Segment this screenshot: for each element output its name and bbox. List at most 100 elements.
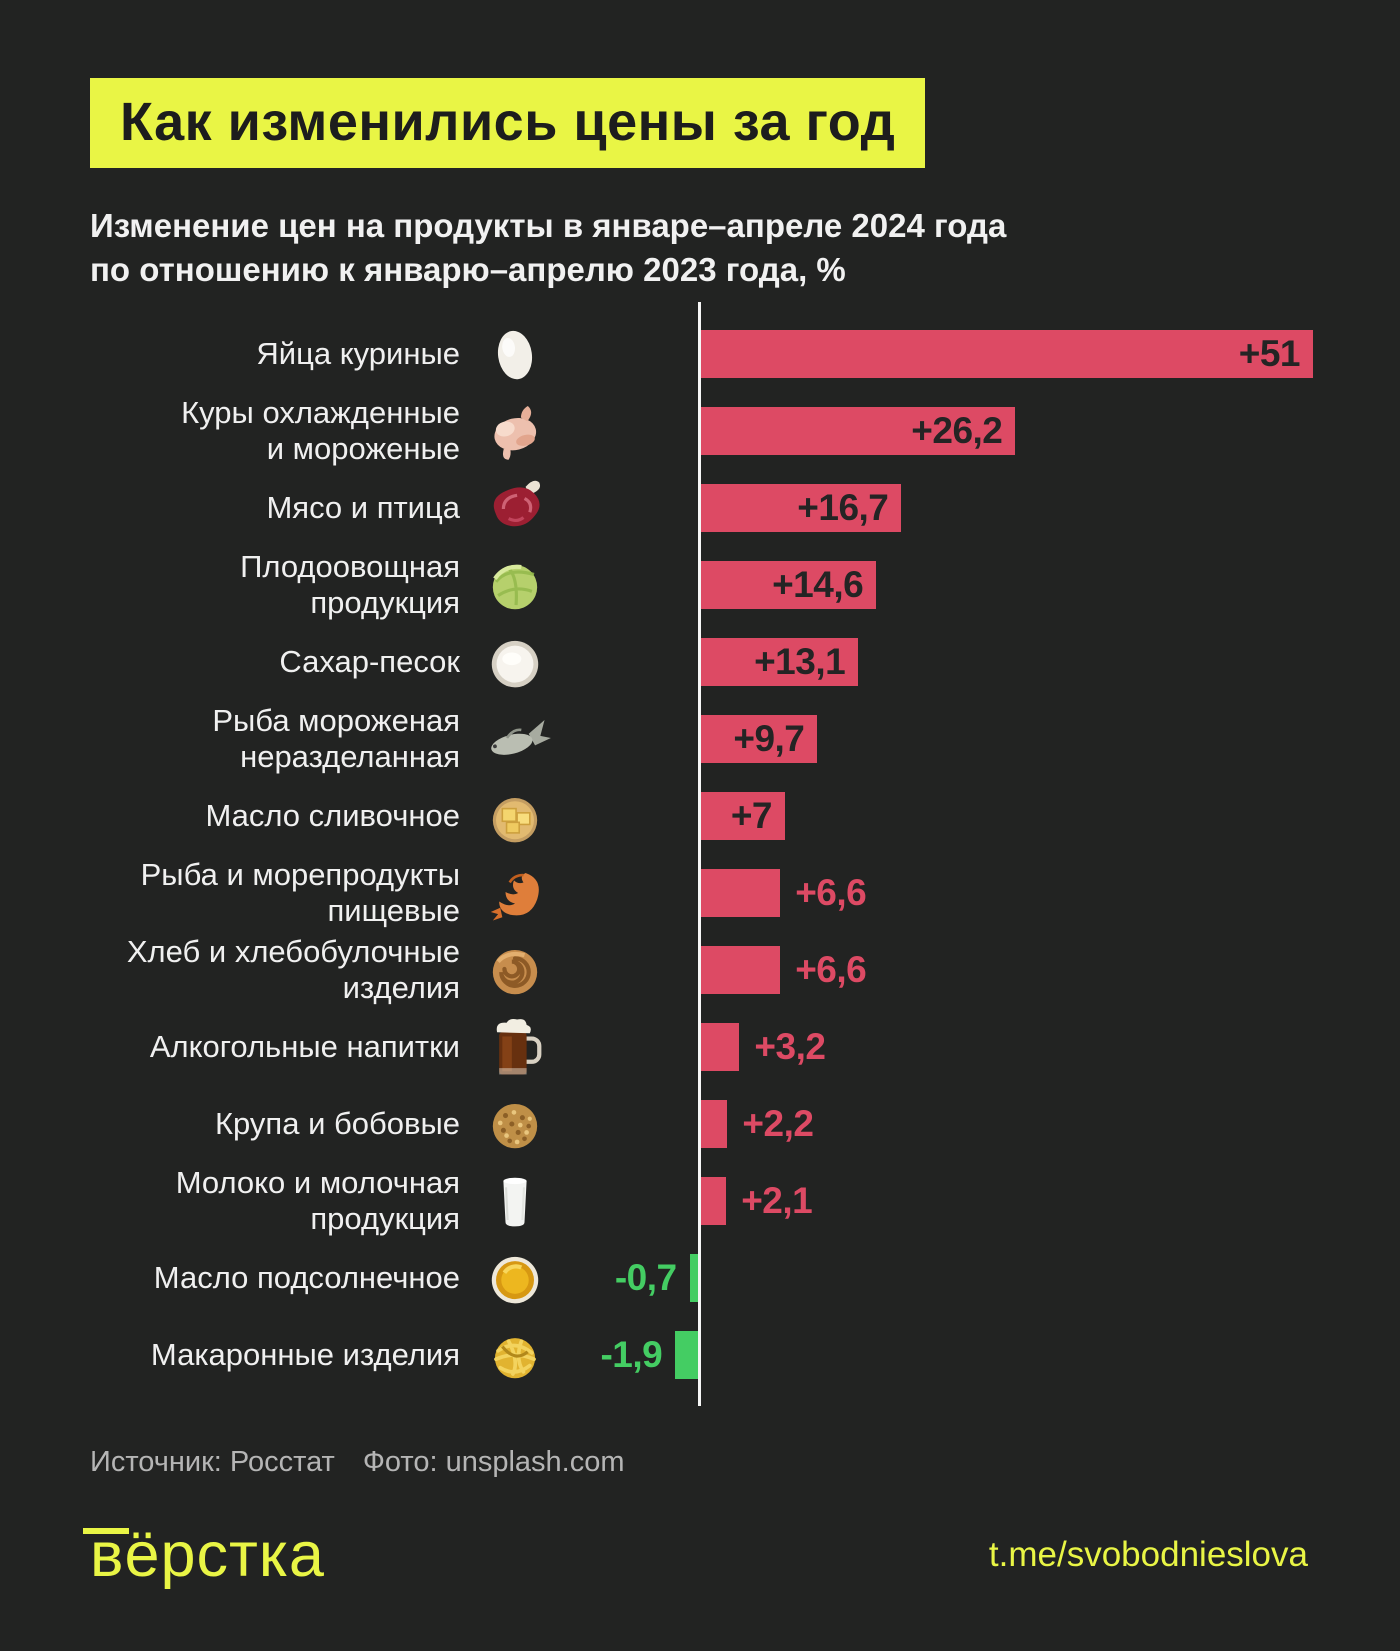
value-bar: +13,1 bbox=[701, 638, 859, 687]
chart-row: Рыба и морепродукты пищевые +6,6 bbox=[0, 855, 1400, 932]
value-bar: +9,7 bbox=[701, 715, 818, 764]
value-bar: +7 bbox=[701, 792, 785, 841]
value-label: +2,2 bbox=[742, 1103, 814, 1145]
positive-bar-zone: +7 bbox=[701, 778, 1400, 855]
negative-bar-zone bbox=[570, 624, 698, 701]
cabbage-icon bbox=[460, 547, 570, 624]
oil-icon bbox=[460, 1240, 570, 1317]
positive-bar-zone: +26,2 bbox=[701, 393, 1400, 470]
chart-row: Макаронные изделия -1,9 bbox=[0, 1317, 1400, 1394]
negative-bar-zone bbox=[570, 1086, 698, 1163]
telegram-link[interactable]: t.me/svobodnieslova bbox=[988, 1534, 1308, 1574]
bread-icon bbox=[460, 932, 570, 1009]
negative-bar-zone bbox=[570, 932, 698, 1009]
category-label: Плодоовощная продукция bbox=[240, 549, 460, 621]
sugar-icon bbox=[460, 624, 570, 701]
value-label: +14,6 bbox=[772, 564, 864, 606]
shrimp-icon bbox=[460, 855, 570, 932]
negative-bar-zone bbox=[570, 470, 698, 547]
value-bar bbox=[689, 1254, 698, 1303]
category-label: Крупа и бобовые bbox=[214, 1106, 460, 1142]
value-label: +26,2 bbox=[911, 410, 1003, 452]
category-label: Хлеб и хлебобулочные изделия bbox=[126, 934, 460, 1006]
positive-bar-zone: +9,7 bbox=[701, 701, 1400, 778]
value-bar bbox=[701, 1100, 728, 1149]
positive-bar-zone bbox=[701, 1317, 1400, 1394]
category-label: Яйца куриные bbox=[256, 336, 460, 372]
value-bar bbox=[701, 1023, 740, 1072]
positive-bar-zone: +14,6 bbox=[701, 547, 1400, 624]
value-bar: +26,2 bbox=[701, 407, 1016, 456]
category-label: Сахар-песок bbox=[279, 644, 460, 680]
photo-credit: Фото: unsplash.com bbox=[362, 1445, 625, 1478]
category-label: Молоко и молочная продукция bbox=[175, 1165, 460, 1237]
chart-row: Масло подсолнечное -0,7 bbox=[0, 1240, 1400, 1317]
credits-line: Источник: Росстат Фото: unsplash.com bbox=[90, 1446, 1310, 1479]
value-bar: +14,6 bbox=[701, 561, 877, 610]
egg-icon bbox=[460, 316, 570, 393]
positive-bar-zone: +2,1 bbox=[701, 1163, 1400, 1240]
category-label: Рыба и морепродукты пищевые bbox=[140, 857, 460, 929]
negative-bar-zone bbox=[570, 316, 698, 393]
value-bar bbox=[675, 1331, 698, 1380]
chart-row: Масло сливочное +7 bbox=[0, 778, 1400, 855]
negative-bar-zone bbox=[570, 855, 698, 932]
category-label: Масло сливочное bbox=[205, 798, 460, 834]
chart-row: Сахар-песок +13,1 bbox=[0, 624, 1400, 701]
chart-row: Алкогольные напитки +3,2 bbox=[0, 1009, 1400, 1086]
value-bar bbox=[701, 946, 781, 995]
butter-icon bbox=[460, 778, 570, 855]
grain-icon bbox=[460, 1086, 570, 1163]
negative-bar-zone: -0,7 bbox=[570, 1240, 698, 1317]
negative-bar-zone bbox=[570, 1163, 698, 1240]
value-bar bbox=[701, 869, 781, 918]
positive-bar-zone: +51 bbox=[701, 316, 1400, 393]
category-label: Алкогольные напитки bbox=[149, 1029, 460, 1065]
chart-row: Хлеб и хлебобулочные изделия +6,6 bbox=[0, 932, 1400, 1009]
chart-row: Мясо и птица +16,7 bbox=[0, 470, 1400, 547]
chart-row: Плодоовощная продукция +14,6 bbox=[0, 547, 1400, 624]
positive-bar-zone: +2,2 bbox=[701, 1086, 1400, 1163]
negative-bar-zone bbox=[570, 778, 698, 855]
value-label: +51 bbox=[1238, 333, 1301, 375]
category-label: Куры охлажденные и мороженые bbox=[181, 395, 460, 467]
verstka-logo: вёрстка bbox=[83, 1519, 325, 1591]
beer-icon bbox=[460, 1009, 570, 1086]
value-label: +16,7 bbox=[797, 487, 889, 529]
chart-subtitle: Изменение цен на продукты в январе–апрел… bbox=[90, 207, 1007, 288]
negative-bar-zone: -1,9 bbox=[570, 1317, 698, 1394]
source-credit: Источник: Росстат bbox=[90, 1445, 335, 1478]
chart-row: Куры охлажденные и мороженые +26,2 bbox=[0, 393, 1400, 470]
value-label: +2,1 bbox=[741, 1180, 813, 1222]
value-label: +3,2 bbox=[754, 1026, 826, 1068]
positive-bar-zone: +6,6 bbox=[701, 855, 1400, 932]
value-label: +13,1 bbox=[754, 641, 846, 683]
title-highlight: Как изменились цены за год bbox=[90, 78, 926, 168]
meat-icon bbox=[460, 470, 570, 547]
logo-t-bar-icon bbox=[83, 1527, 129, 1534]
value-label: +7 bbox=[730, 795, 773, 837]
chart-row: Яйца куриные +51 bbox=[0, 316, 1400, 393]
positive-bar-zone: +13,1 bbox=[701, 624, 1400, 701]
negative-bar-zone bbox=[570, 701, 698, 778]
positive-bar-zone: +6,6 bbox=[701, 932, 1400, 1009]
category-label: Макаронные изделия bbox=[150, 1337, 460, 1373]
chart-row: Крупа и бобовые +2,2 bbox=[0, 1086, 1400, 1163]
fish-icon bbox=[460, 701, 570, 778]
pasta-icon bbox=[460, 1317, 570, 1394]
chicken-icon bbox=[460, 393, 570, 470]
negative-bar-zone bbox=[570, 393, 698, 470]
chart-rows: Яйца куриные +51 Куры охлажденные и мороже… bbox=[0, 316, 1400, 1394]
value-label: +6,6 bbox=[795, 872, 867, 914]
footer-brand-row: вёрстка t.me/svobodnieslova bbox=[83, 1519, 1308, 1591]
negative-bar-zone bbox=[570, 1009, 698, 1086]
category-label: Масло подсолнечное bbox=[153, 1260, 460, 1296]
chart-row: Рыба мороженая неразделанная +9,7 bbox=[0, 701, 1400, 778]
value-label: +9,7 bbox=[733, 718, 805, 760]
positive-bar-zone bbox=[701, 1240, 1400, 1317]
milk-icon bbox=[460, 1163, 570, 1240]
category-label: Мясо и птица bbox=[266, 490, 460, 526]
value-label: -0,7 bbox=[614, 1257, 677, 1299]
value-bar: +51 bbox=[701, 330, 1313, 379]
value-label: +6,6 bbox=[795, 949, 867, 991]
